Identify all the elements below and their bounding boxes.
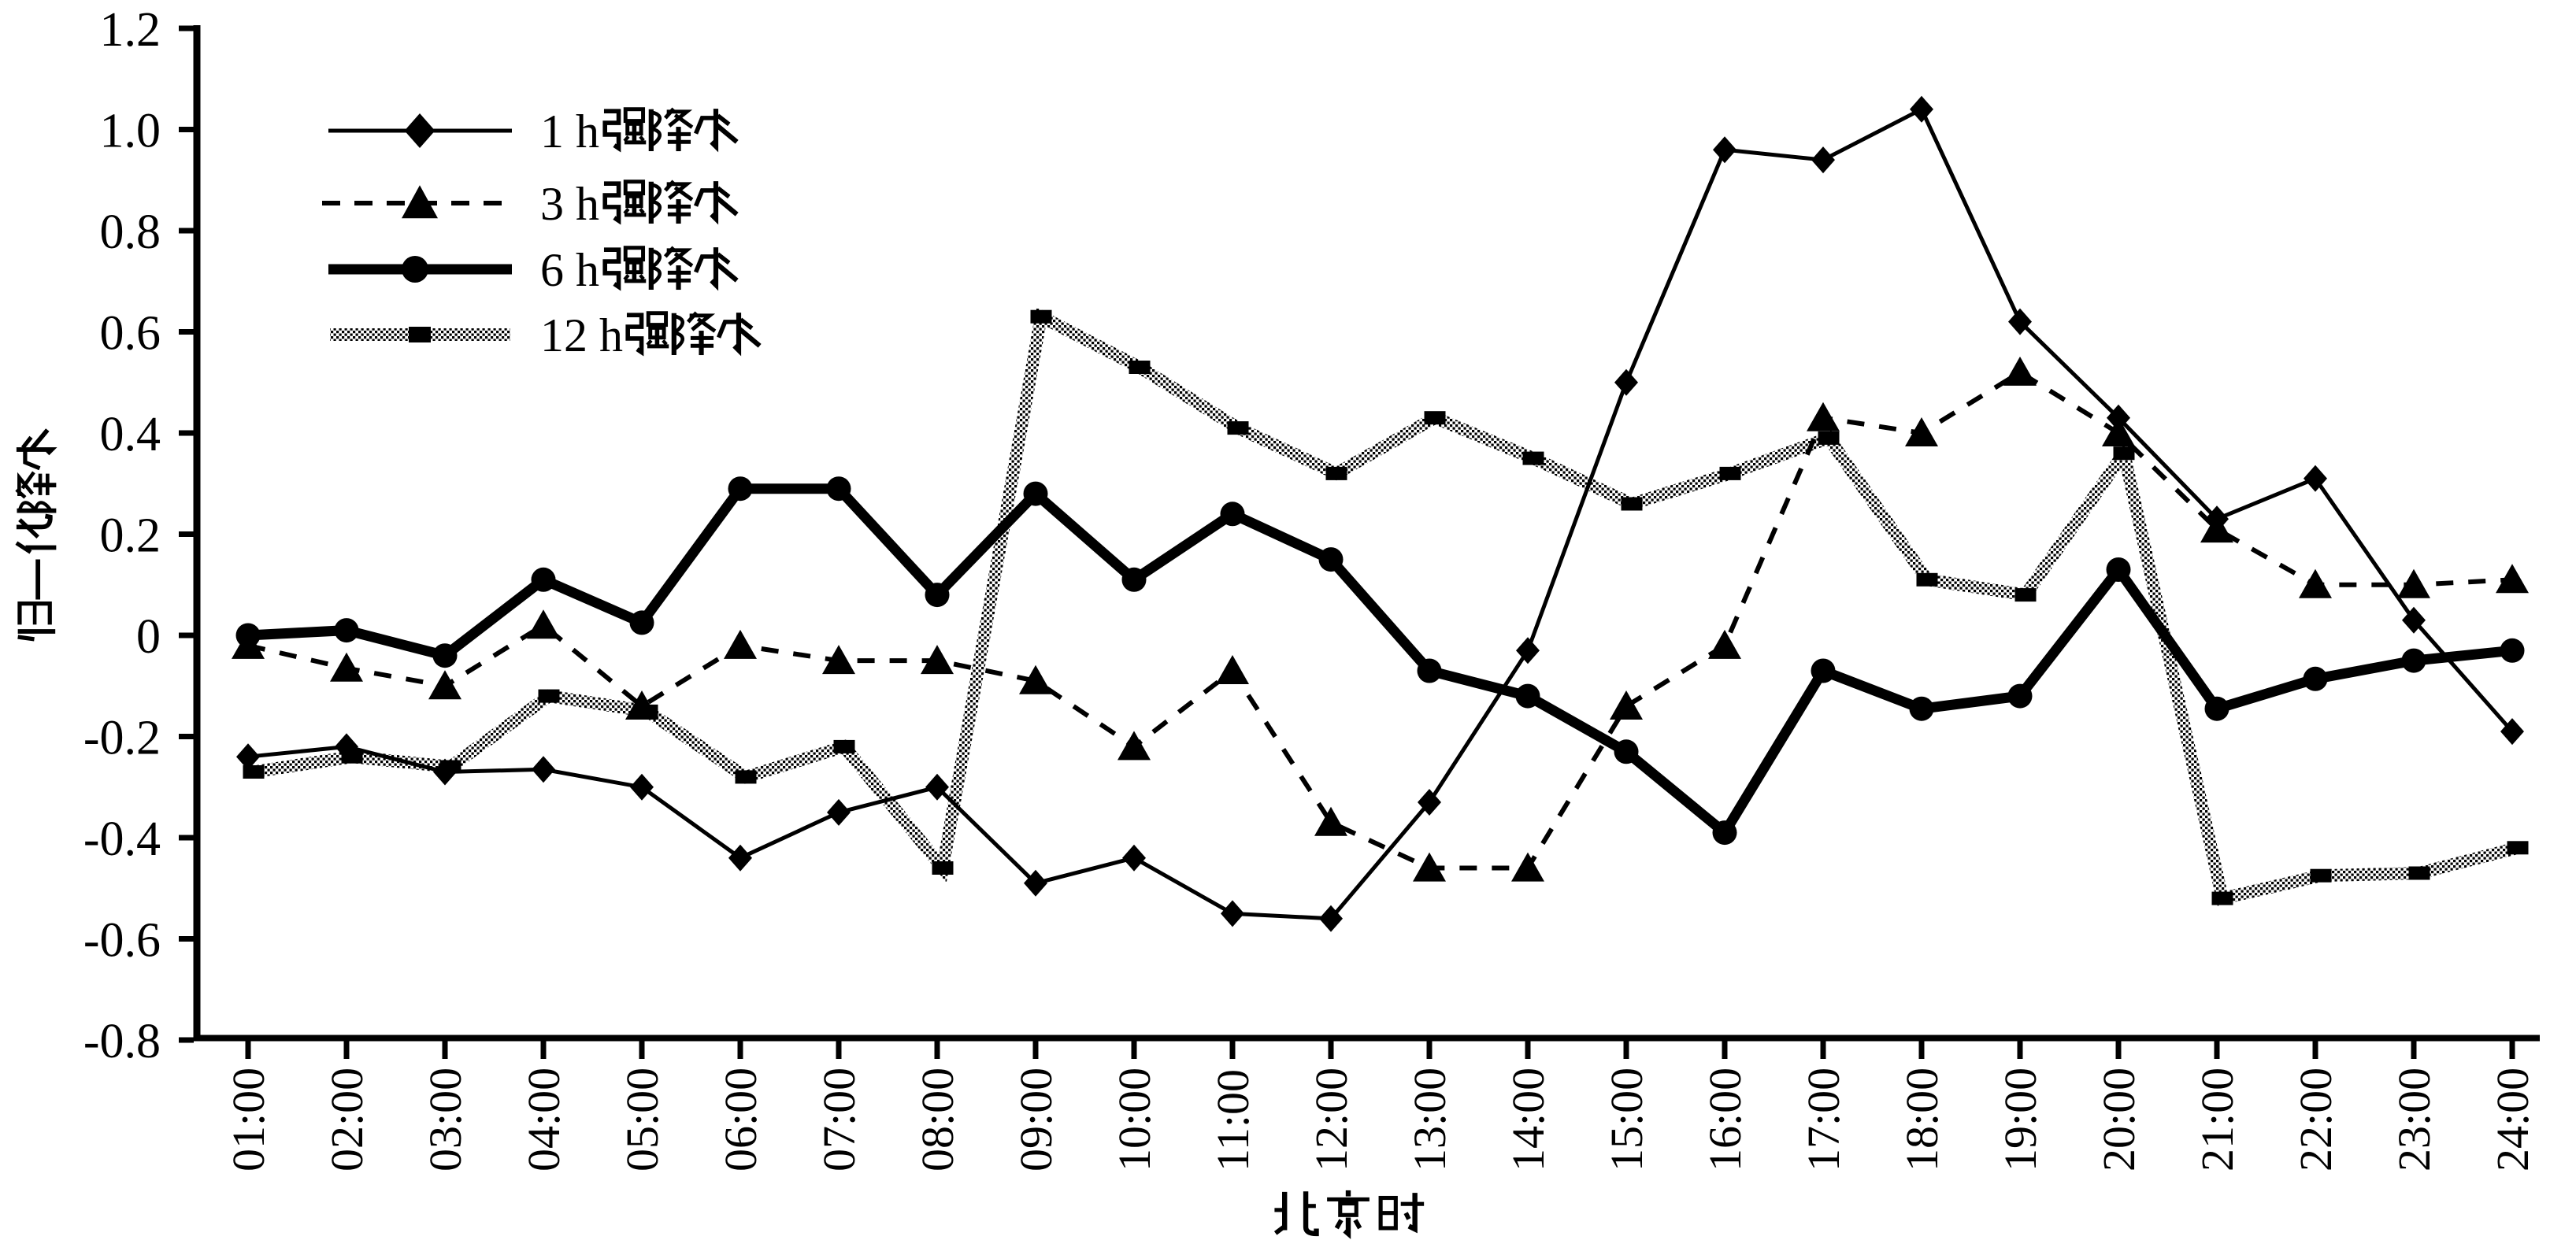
svg-text:16:00: 16:00 xyxy=(1699,1068,1751,1172)
svg-text:6 h: 6 h xyxy=(540,244,599,296)
svg-text:05:00: 05:00 xyxy=(617,1068,668,1172)
svg-text:20:00: 20:00 xyxy=(2093,1068,2144,1172)
svg-text:13:00: 13:00 xyxy=(1404,1068,1455,1172)
svg-text:03:00: 03:00 xyxy=(420,1068,471,1172)
svg-text:0: 0 xyxy=(136,610,161,664)
svg-text:19:00: 19:00 xyxy=(1995,1068,2046,1172)
svg-text:04:00: 04:00 xyxy=(518,1068,569,1172)
svg-text:12 h: 12 h xyxy=(540,309,623,361)
svg-text:-0.8: -0.8 xyxy=(83,1015,161,1068)
svg-text:21:00: 21:00 xyxy=(2192,1068,2243,1172)
svg-text:06:00: 06:00 xyxy=(715,1068,766,1172)
svg-text:11:00: 11:00 xyxy=(1207,1069,1258,1172)
svg-text:22:00: 22:00 xyxy=(2290,1068,2341,1172)
svg-text:0.4: 0.4 xyxy=(100,408,161,461)
svg-text:0.2: 0.2 xyxy=(100,509,161,563)
svg-text:1.0: 1.0 xyxy=(100,105,161,158)
svg-text:08:00: 08:00 xyxy=(912,1068,963,1172)
svg-text:17:00: 17:00 xyxy=(1798,1068,1849,1172)
svg-text:12:00: 12:00 xyxy=(1306,1068,1357,1172)
svg-text:15:00: 15:00 xyxy=(1601,1068,1652,1172)
svg-text:18:00: 18:00 xyxy=(1896,1068,1948,1172)
svg-text:02:00: 02:00 xyxy=(321,1068,373,1172)
svg-text:07:00: 07:00 xyxy=(814,1068,865,1172)
svg-text:-0.4: -0.4 xyxy=(83,812,161,866)
svg-text:-0.6: -0.6 xyxy=(83,914,161,968)
svg-text:1.2: 1.2 xyxy=(100,3,161,57)
svg-text:0.6: 0.6 xyxy=(100,307,161,361)
svg-text:23:00: 23:00 xyxy=(2389,1068,2440,1172)
svg-text:0.8: 0.8 xyxy=(100,205,161,259)
svg-text:14:00: 14:00 xyxy=(1503,1068,1554,1172)
svg-text:3 h: 3 h xyxy=(540,178,599,230)
svg-text:1 h: 1 h xyxy=(540,105,599,157)
svg-text:09:00: 09:00 xyxy=(1010,1068,1062,1172)
svg-text:01:00: 01:00 xyxy=(223,1068,274,1172)
svg-text:24:00: 24:00 xyxy=(2487,1068,2538,1172)
svg-text:10:00: 10:00 xyxy=(1109,1068,1160,1172)
svg-text:-0.2: -0.2 xyxy=(83,712,161,765)
